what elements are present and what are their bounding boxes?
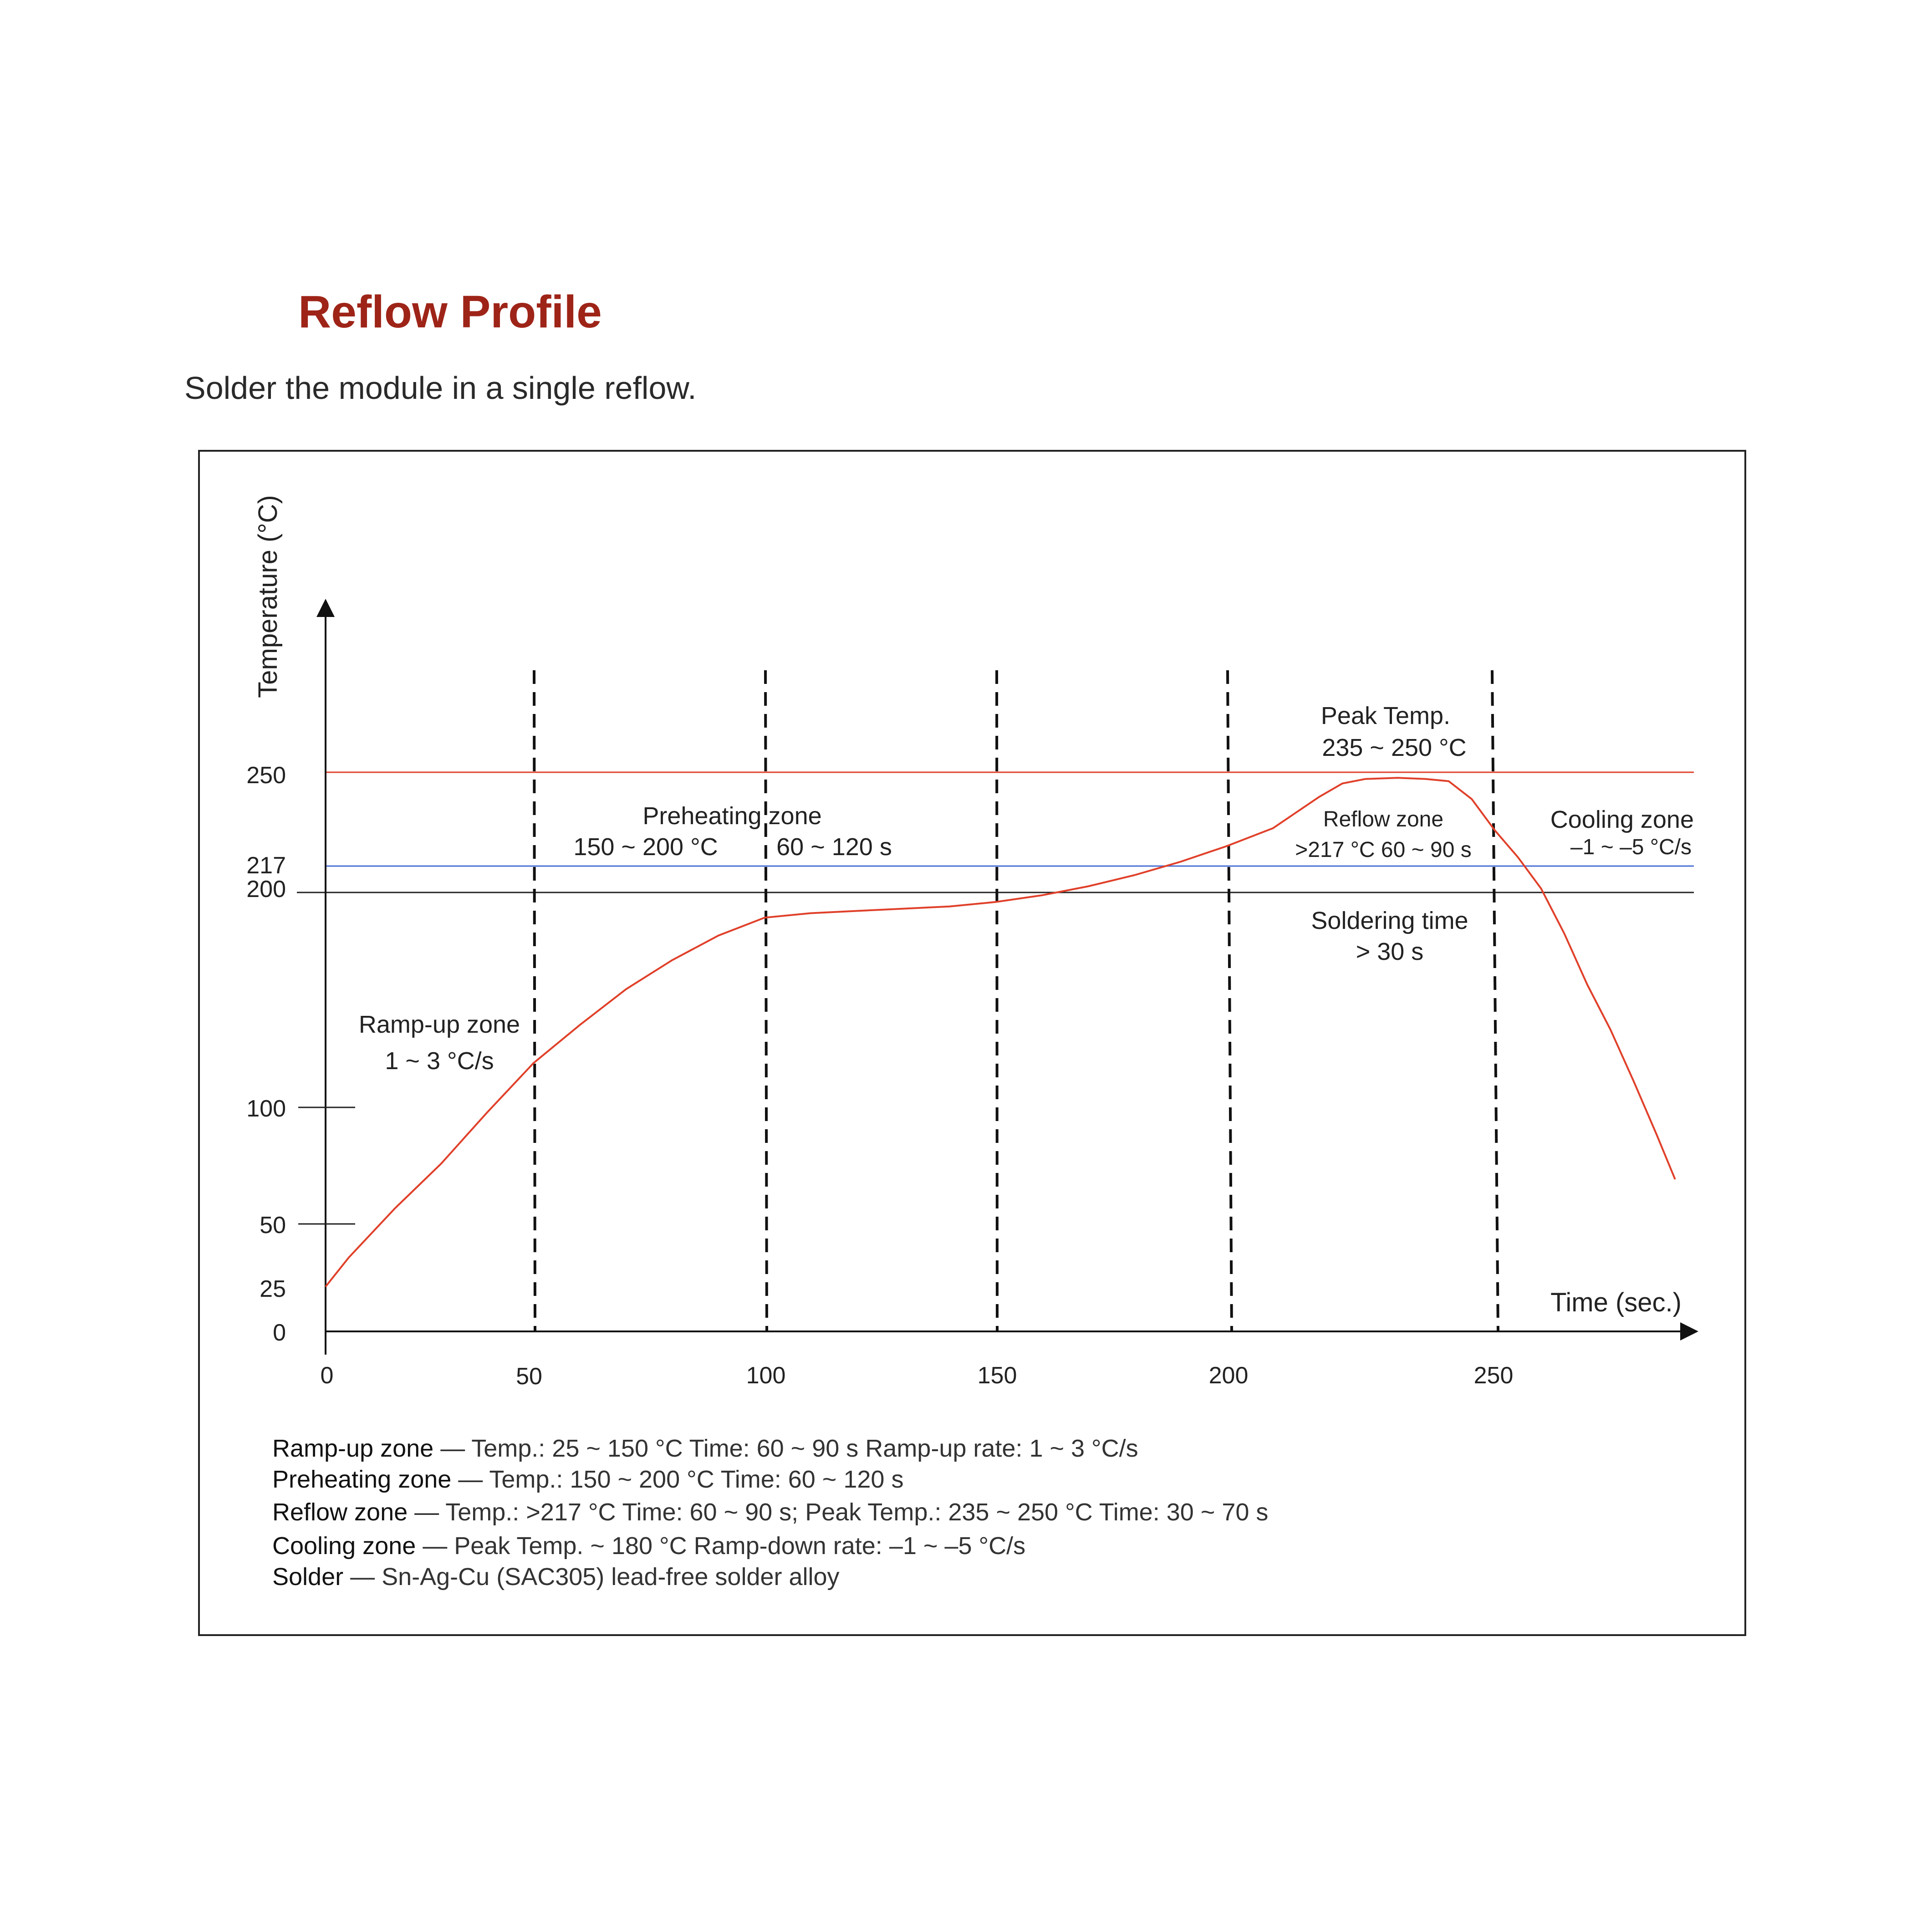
legend-text: — Sn-Ag-Cu (SAC305) lead-free solder all… [343, 1563, 840, 1590]
legend-text: — Temp.: 150 ~ 200 °C Time: 60 ~ 120 s [451, 1466, 904, 1493]
y-tick-label: 217 [246, 852, 286, 879]
legend-label: Reflow zone [272, 1499, 408, 1526]
peak-range: 235 ~ 250 °C [1322, 734, 1466, 761]
reflow-title: Reflow zone [1323, 807, 1443, 831]
page-title: Reflow Profile [298, 286, 602, 337]
y-tick-label: 100 [246, 1096, 286, 1122]
chart-frame [198, 450, 1746, 1636]
legend-row: Reflow zone — Temp.: >217 °C Time: 60 ~ … [272, 1498, 1268, 1526]
zone-boundary-preheat [533, 670, 536, 1333]
peak-title: Peak Temp. [1321, 702, 1450, 729]
preheat-time: 60 ~ 120 s [776, 833, 892, 861]
legend-label: Solder [272, 1563, 344, 1590]
legend-row: Cooling zone — Peak Temp. ~ 180 °C Ramp-… [272, 1532, 1025, 1560]
y-tick-label: 25 [260, 1276, 286, 1302]
y-tick-label: 0 [273, 1320, 286, 1346]
cooling-title: Cooling zone [1550, 806, 1694, 833]
legend-row: Ramp-up zone — Temp.: 25 ~ 150 °C Time: … [272, 1434, 1138, 1463]
page-subtitle: Solder the module in a single reflow. [184, 370, 697, 406]
legend-text: — Peak Temp. ~ 180 °C Ramp-down rate: –1… [416, 1532, 1026, 1560]
soldering-value: > 30 s [1356, 938, 1424, 965]
y-tick-label: 200 [246, 876, 286, 902]
y-tick-label: 250 [246, 762, 286, 789]
x-tick-label: 100 [746, 1362, 786, 1389]
x-axis-label: Time (sec.) [1550, 1288, 1682, 1317]
soldering-title: Soldering time [1311, 907, 1468, 934]
legend-row: Preheating zone — Temp.: 150 ~ 200 °C Ti… [272, 1465, 903, 1494]
x-tick-labels: 0 50 100 150 200 250 [321, 1362, 1514, 1390]
zone-boundary-cooling [1491, 670, 1499, 1333]
x-tick-label: 150 [978, 1362, 1017, 1389]
legend-label: Cooling zone [272, 1532, 416, 1560]
y-axis-label: Temperature (°C) [253, 495, 283, 698]
x-tick-label: 250 [1474, 1362, 1514, 1389]
y-tick-label: 50 [260, 1212, 286, 1239]
legend-text: — Temp.: >217 °C Time: 60 ~ 90 s; Peak T… [408, 1499, 1269, 1526]
reflow-detail: >217 °C 60 ~ 90 s [1295, 838, 1471, 862]
ramp-up-rate: 1 ~ 3 °C/s [385, 1047, 494, 1075]
legend-row: Solder — Sn-Ag-Cu (SAC305) lead-free sol… [272, 1563, 840, 1591]
x-tick-label: 50 [516, 1363, 542, 1390]
reflow-profile-curve [325, 777, 1676, 1288]
preheat-temp: 150 ~ 200 °C [573, 833, 718, 861]
legend-label: Ramp-up zone [272, 1435, 434, 1462]
legend-label: Preheating zone [272, 1466, 452, 1493]
legend-text: — Temp.: 25 ~ 150 °C Time: 60 ~ 90 s Ram… [433, 1435, 1138, 1462]
x-tick-label: 200 [1209, 1362, 1249, 1389]
ramp-up-title: Ramp-up zone [359, 1011, 520, 1038]
zone-boundary-plateau [764, 670, 768, 1333]
x-tick-label: 0 [321, 1362, 334, 1389]
zone-boundary-reflow [1226, 670, 1233, 1333]
preheat-title: Preheating zone [642, 802, 821, 830]
cooling-rate: –1 ~ –5 °C/s [1570, 835, 1692, 859]
